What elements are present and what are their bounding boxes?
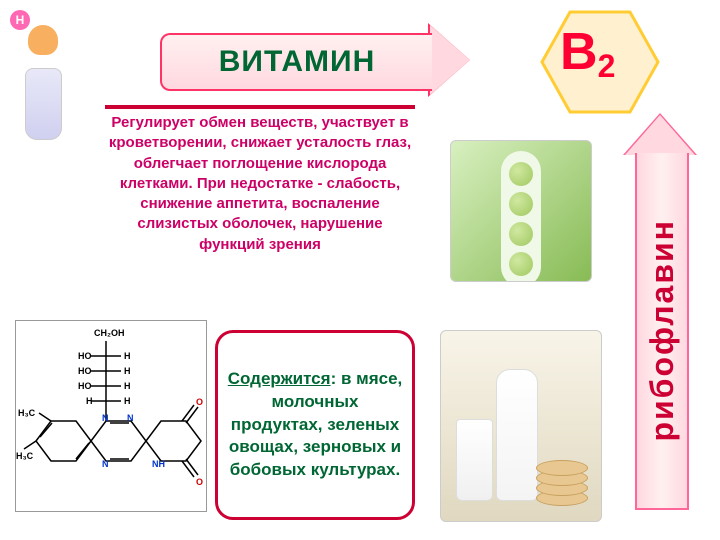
pea-icon xyxy=(509,162,533,186)
arrow-head-icon xyxy=(430,25,470,95)
chemical-structure: CH₂OH HO H HO H HO H H H H₃C H₃C N N N N… xyxy=(15,320,207,512)
chem-label: H₃C xyxy=(18,408,36,418)
mascot-head xyxy=(28,25,58,55)
chem-label: CH₂OH xyxy=(94,328,125,338)
contains-heading: Содержится xyxy=(228,369,331,388)
chem-label: N xyxy=(102,459,109,469)
contains-box: Содержится: в мясе, молочных продуктах, … xyxy=(215,330,415,520)
pea-icon xyxy=(509,222,533,246)
chem-label: H xyxy=(124,351,131,361)
chem-label: HO xyxy=(78,381,92,391)
chem-label: H xyxy=(124,381,131,391)
chem-label: N xyxy=(102,413,109,423)
vertical-arrow: рибофлавин xyxy=(625,115,695,510)
title-arrow: ВИТАМИН xyxy=(160,25,480,95)
cookies-icon xyxy=(536,451,591,506)
page-title: ВИТАМИН xyxy=(219,45,376,79)
pea-icon xyxy=(509,192,533,216)
title-arrow-body: ВИТАМИН xyxy=(160,33,432,91)
chem-label: H xyxy=(86,396,93,406)
vitamin-code: B2 xyxy=(560,22,615,82)
pea-pod-icon xyxy=(501,151,541,282)
contains-text: Содержится: в мясе, молочных продуктах, … xyxy=(224,368,406,483)
chem-label: N xyxy=(127,413,134,423)
milk-cookies-image xyxy=(440,330,602,522)
mascot-body xyxy=(25,68,62,140)
chem-label: H xyxy=(124,396,131,406)
milk-bottle-icon xyxy=(496,369,538,501)
chem-label: O xyxy=(196,397,203,407)
up-arrow-head-icon xyxy=(625,115,695,155)
description-text: Регулирует обмен веществ, участвует в кр… xyxy=(105,113,415,255)
chem-label: H₃C xyxy=(16,451,34,461)
mascot-badge: H xyxy=(10,10,30,30)
chem-label: H xyxy=(124,366,131,376)
milk-glass-icon xyxy=(456,419,493,501)
description-block: Регулирует обмен веществ, участвует в кр… xyxy=(105,105,415,255)
vitamin-subscript: 2 xyxy=(598,48,616,84)
cookie-icon xyxy=(536,460,588,476)
vitamin-name: рибофлавин xyxy=(644,219,681,442)
vitamin-letter: B xyxy=(560,23,598,81)
vertical-arrow-shaft: рибофлавин xyxy=(635,153,689,510)
chem-label: HO xyxy=(78,351,92,361)
chem-label: HO xyxy=(78,366,92,376)
peas-image xyxy=(450,140,592,282)
pea-icon xyxy=(509,252,533,276)
mascot-figure: H xyxy=(10,10,80,140)
chem-label: NH xyxy=(152,459,165,469)
chem-label: O xyxy=(196,477,203,487)
